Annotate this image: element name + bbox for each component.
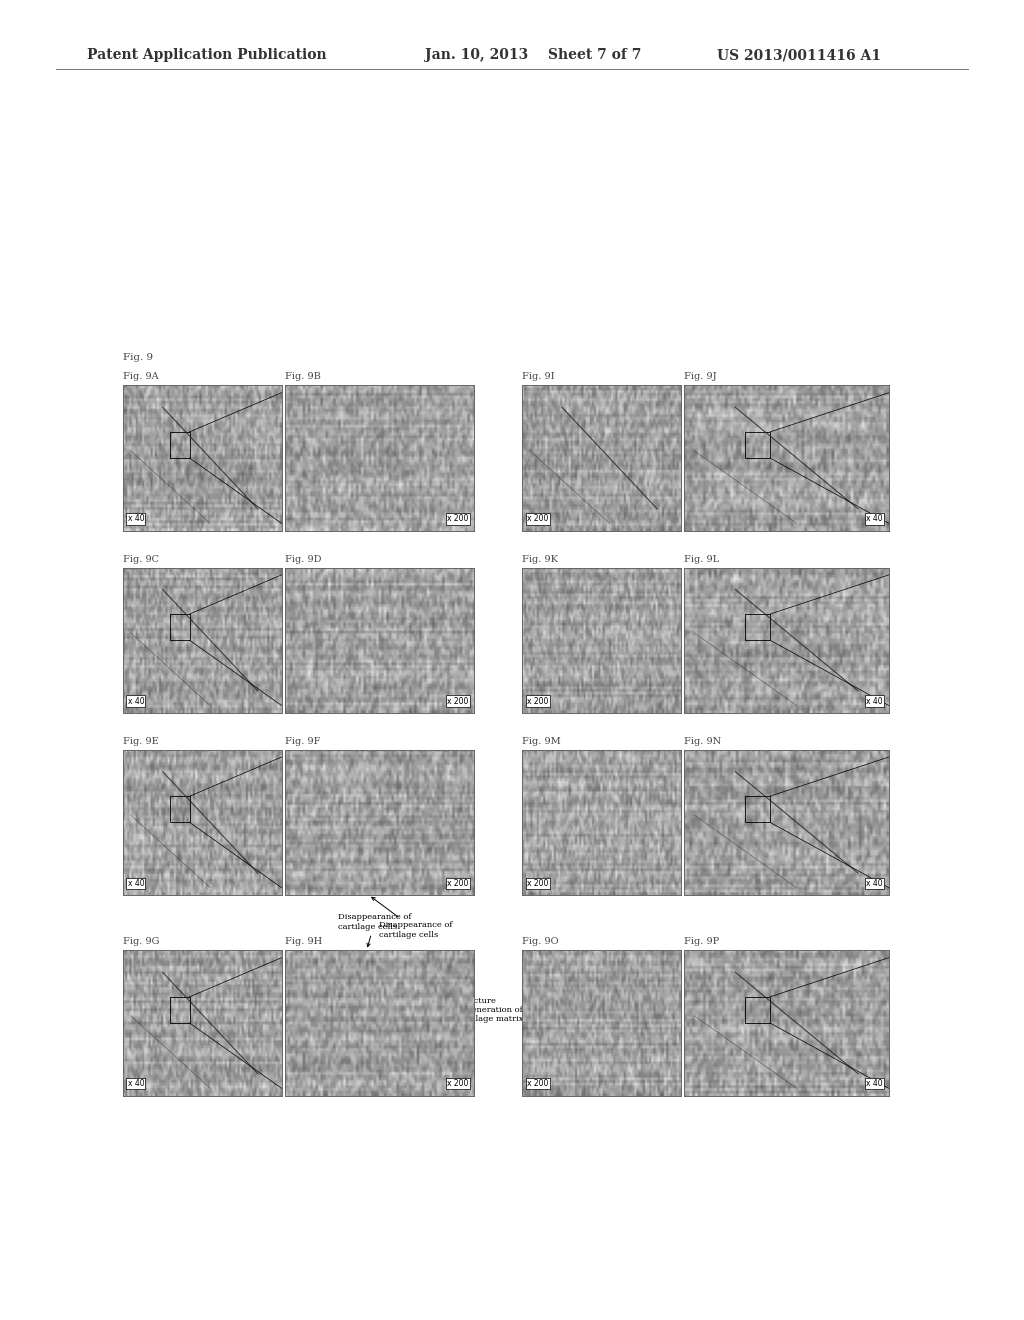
Text: x 200: x 200: [527, 515, 549, 523]
Text: x 200: x 200: [447, 879, 468, 887]
Text: x 40: x 40: [866, 1080, 883, 1088]
Bar: [170, 796, 189, 822]
Bar: [170, 997, 189, 1023]
Text: Structure
degeneration of
cartilage matrix: Structure degeneration of cartilage matr…: [403, 997, 523, 1023]
Text: x 200: x 200: [447, 1080, 468, 1088]
Text: Fig. 9B: Fig. 9B: [285, 372, 321, 381]
Bar: [745, 614, 770, 640]
Text: US 2013/0011416 A1: US 2013/0011416 A1: [717, 49, 881, 62]
Text: Fig. 9F: Fig. 9F: [285, 737, 321, 746]
Text: x 40: x 40: [128, 697, 144, 705]
Text: Jan. 10, 2013: Jan. 10, 2013: [425, 49, 528, 62]
Text: Fig. 9: Fig. 9: [123, 352, 153, 362]
Text: x 40: x 40: [128, 1080, 144, 1088]
Text: Fig. 9K: Fig. 9K: [522, 554, 558, 564]
Text: Fig. 9N: Fig. 9N: [684, 737, 721, 746]
Text: x 40: x 40: [866, 515, 883, 523]
Text: Fig. 9O: Fig. 9O: [522, 937, 559, 946]
Text: Patent Application Publication: Patent Application Publication: [87, 49, 327, 62]
Text: Fig. 9M: Fig. 9M: [522, 737, 561, 746]
Text: Fig. 9C: Fig. 9C: [123, 554, 159, 564]
Text: Sheet 7 of 7: Sheet 7 of 7: [548, 49, 641, 62]
Text: Fig. 9E: Fig. 9E: [123, 737, 159, 746]
Text: x 200: x 200: [527, 1080, 549, 1088]
Text: x 200: x 200: [527, 879, 549, 887]
Bar: [170, 614, 189, 640]
Text: x 200: x 200: [447, 515, 468, 523]
Text: x 200: x 200: [527, 697, 549, 705]
Bar: [745, 432, 770, 458]
Text: Fig. 9L: Fig. 9L: [684, 554, 719, 564]
Text: x 40: x 40: [128, 879, 144, 887]
Text: Fig. 9J: Fig. 9J: [684, 372, 717, 381]
Text: Disappearance of
cartilage cells: Disappearance of cartilage cells: [372, 898, 453, 939]
Text: Fig. 9D: Fig. 9D: [285, 554, 322, 564]
Text: x 40: x 40: [866, 879, 883, 887]
Bar: [170, 432, 189, 458]
Bar: [745, 997, 770, 1023]
Text: Fig. 9H: Fig. 9H: [285, 937, 322, 946]
Text: Fig. 9A: Fig. 9A: [123, 372, 159, 381]
Text: Fig. 9G: Fig. 9G: [123, 937, 160, 946]
Text: Fig. 9P: Fig. 9P: [684, 937, 719, 946]
Text: x 200: x 200: [447, 697, 468, 705]
Text: x 40: x 40: [128, 515, 144, 523]
Text: Disappearance of
cartilage cells: Disappearance of cartilage cells: [338, 913, 412, 946]
Text: x 40: x 40: [866, 697, 883, 705]
Text: Fig. 9I: Fig. 9I: [522, 372, 555, 381]
Bar: [745, 796, 770, 822]
